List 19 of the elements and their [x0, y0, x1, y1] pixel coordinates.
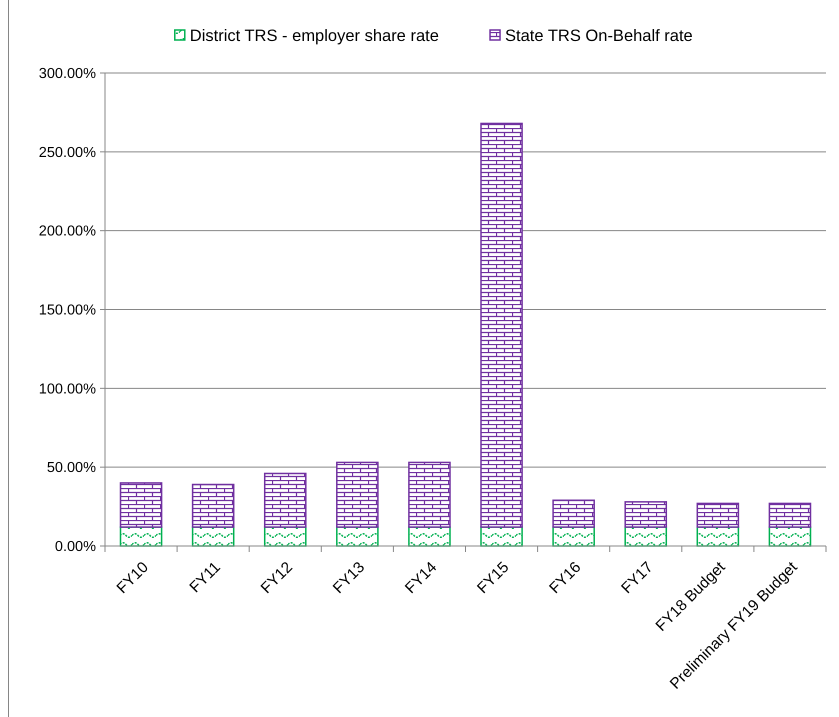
y-tick-label: 150.00%: [38, 302, 96, 319]
bar: [120, 482, 162, 528]
bar: [624, 501, 668, 528]
bar: [192, 484, 234, 528]
bar: [552, 500, 595, 528]
y-tick-label: 50.00%: [46, 460, 96, 476]
bar: [696, 502, 740, 528]
bar: [336, 462, 379, 528]
y-tick-label: 0.00%: [54, 539, 96, 556]
legend-label: State TRS On-Behalf rate: [505, 26, 693, 45]
y-tick-label: 100.00%: [38, 381, 96, 398]
y-tick-label: 300.00%: [38, 66, 96, 82]
legend-label: District TRS - employer share rate: [190, 26, 439, 45]
y-tick-label: 200.00%: [38, 224, 96, 240]
bar: [408, 462, 451, 528]
bar: [264, 472, 307, 528]
y-tick-label: 250.00%: [38, 144, 96, 161]
bar: [480, 122, 523, 528]
bar: [768, 502, 812, 528]
